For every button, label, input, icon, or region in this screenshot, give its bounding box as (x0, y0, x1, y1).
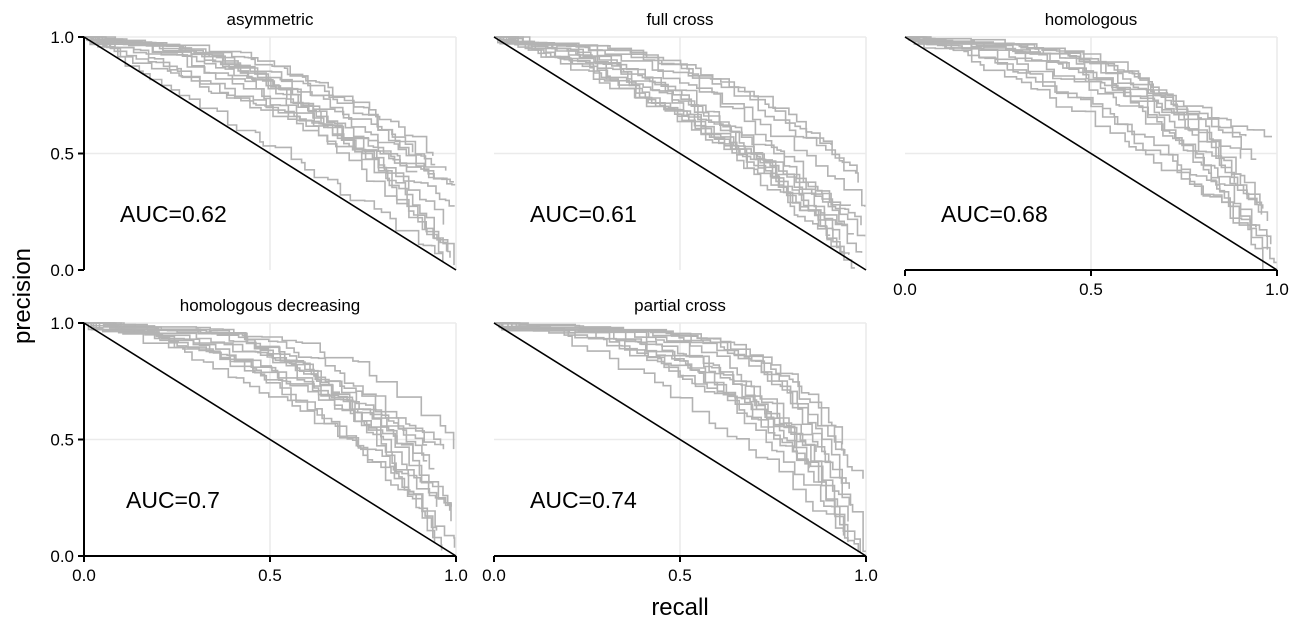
pr-curve (84, 322, 451, 511)
facet-title: homologous decreasing (180, 296, 361, 315)
y-tick-label: 1.0 (50, 314, 74, 333)
pr-curve (905, 36, 1247, 137)
pr-curve (494, 322, 847, 484)
pr-curve (905, 36, 1258, 206)
pr-curve (494, 322, 850, 489)
pr-curve (84, 36, 455, 207)
reference-line (83, 36, 457, 271)
y-tick-label: 0.0 (50, 547, 74, 566)
x-tick-label: 0.0 (72, 566, 96, 585)
reference-line (493, 322, 867, 557)
pr-curve (84, 322, 436, 543)
y-tick-label: 0.5 (50, 431, 74, 450)
pr-curve (494, 36, 841, 240)
auc-label: AUC=0.74 (530, 487, 637, 513)
pr-curve (494, 36, 854, 235)
y-tick-label: 0.5 (50, 145, 74, 164)
pr-curve (84, 322, 438, 531)
pr-curve (905, 36, 1277, 264)
pr-curve (84, 322, 435, 470)
pr-curve (494, 322, 864, 479)
panel-asymmetric: 0.0 0.5 1.0 asymmetric AUC=0.62 (50, 10, 457, 280)
pr-curve (84, 36, 434, 156)
facet-title: full cross (646, 10, 713, 29)
pr-curve (905, 36, 1272, 245)
pr-curve (494, 36, 858, 174)
reference-line (83, 322, 457, 557)
pr-curve (84, 322, 445, 450)
pr-curve (84, 322, 428, 462)
x-tick-label: 0.5 (668, 566, 692, 585)
auc-label: AUC=0.62 (120, 201, 227, 227)
x-tick-label: 0.5 (258, 566, 282, 585)
pr-curve (494, 36, 845, 226)
y-tick-label: 1.0 (50, 28, 74, 47)
facet-title: partial cross (634, 296, 726, 315)
x-tick-label: 1.0 (444, 566, 468, 585)
reference-line (904, 36, 1278, 271)
auc-label: AUC=0.68 (941, 201, 1048, 227)
pr-curve (494, 36, 851, 206)
pr-curve (84, 322, 452, 507)
pr-curve (494, 322, 846, 454)
y-axis-label: precision (9, 248, 36, 344)
pr-curve (494, 322, 817, 452)
auc-label: AUC=0.7 (126, 487, 220, 513)
pr-curve (905, 36, 1257, 228)
x-tick-label: 0.0 (482, 566, 506, 585)
x-tick-label: 1.0 (854, 566, 878, 585)
pr-curve (84, 36, 414, 153)
x-tick-label: 0.5 (1079, 280, 1103, 299)
auc-label: AUC=0.61 (530, 201, 637, 227)
pr-curve (84, 36, 456, 186)
pr-curve (494, 322, 852, 506)
pr-curve (84, 322, 455, 450)
pr-curve (84, 36, 454, 183)
pr-curve (84, 36, 451, 258)
reference-line (493, 36, 867, 271)
facet-title: homologous (1045, 10, 1138, 29)
pr-curve (494, 36, 863, 253)
panel-homologous: 0.0 0.5 1.0 homologous AUC=0.68 (893, 10, 1289, 299)
y-tick-label: 0.0 (50, 261, 74, 280)
pr-curve (905, 36, 1269, 221)
panel-partial-cross: 0.0 0.5 1.0 partial cross AUC=0.74 (482, 296, 878, 585)
x-tick-label: 1.0 (1265, 280, 1289, 299)
facet-title: asymmetric (227, 10, 314, 29)
panel-full-cross: full cross AUC=0.61 (493, 10, 867, 271)
x-axis-label: recall (651, 594, 708, 621)
pr-curve (84, 36, 445, 179)
panel-homologous-decreasing: 0.0 0.5 1.0 0.0 0.5 1.0 homologous decreasing A… (50, 296, 467, 585)
pr-curve (84, 36, 418, 173)
x-tick-label: 0.0 (893, 280, 917, 299)
